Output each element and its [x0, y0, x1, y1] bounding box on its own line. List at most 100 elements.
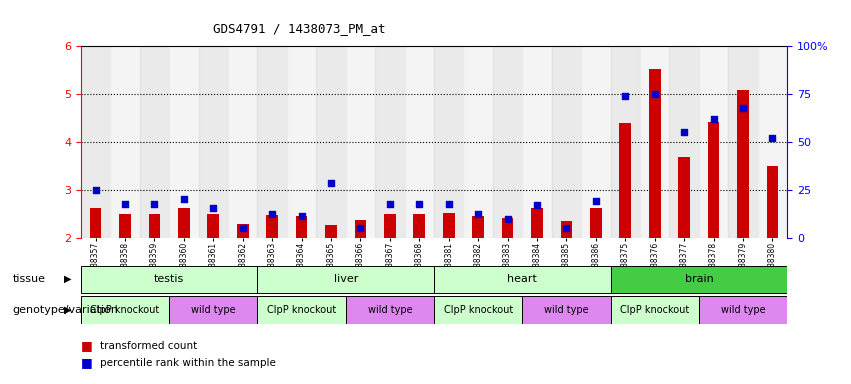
Bar	[140, 46, 169, 238]
Bar	[502, 218, 513, 238]
Bar	[355, 220, 366, 238]
Point	[383, 200, 397, 207]
Point	[471, 211, 485, 217]
Bar	[728, 46, 757, 238]
Text: ▶: ▶	[64, 305, 71, 315]
Bar	[149, 214, 160, 238]
Bar	[648, 69, 660, 238]
Bar	[178, 208, 190, 238]
Text: ClpP knockout: ClpP knockout	[90, 305, 160, 315]
Bar	[295, 217, 307, 238]
Text: wild type: wild type	[368, 305, 412, 315]
Bar	[346, 46, 375, 238]
Bar	[670, 46, 699, 238]
Point	[589, 197, 603, 204]
Bar	[610, 266, 787, 293]
Point	[354, 225, 368, 232]
Bar	[523, 46, 551, 238]
Text: GDS4791 / 1438073_PM_at: GDS4791 / 1438073_PM_at	[213, 22, 386, 35]
Point	[442, 200, 455, 207]
Text: transformed count: transformed count	[100, 341, 197, 351]
Point	[177, 196, 191, 202]
Bar	[590, 208, 602, 238]
Point	[736, 104, 750, 111]
Text: ClpP knockout: ClpP knockout	[620, 305, 689, 315]
Bar	[257, 266, 434, 293]
Point	[500, 216, 514, 222]
Bar	[237, 223, 248, 238]
Point	[147, 200, 161, 207]
Bar	[404, 46, 434, 238]
Point	[294, 214, 308, 220]
Point	[707, 116, 721, 122]
Point	[648, 91, 661, 97]
Bar	[434, 266, 610, 293]
Text: ■: ■	[81, 339, 93, 352]
Bar	[257, 46, 287, 238]
Point	[619, 93, 632, 99]
Bar	[737, 90, 749, 238]
Point	[324, 180, 338, 186]
Bar	[228, 46, 257, 238]
Bar	[561, 221, 573, 238]
Bar	[81, 46, 111, 238]
Bar	[434, 296, 523, 324]
Text: percentile rank within the sample: percentile rank within the sample	[100, 358, 276, 368]
Bar	[81, 296, 169, 324]
Point	[413, 200, 426, 207]
Bar	[523, 296, 610, 324]
Text: tissue: tissue	[13, 274, 46, 284]
Bar	[325, 225, 337, 238]
Text: heart: heart	[507, 274, 537, 285]
Point	[766, 135, 780, 141]
Bar	[610, 296, 699, 324]
Bar	[208, 214, 220, 238]
Bar	[111, 46, 140, 238]
Bar	[464, 46, 493, 238]
Bar	[384, 214, 396, 238]
Point	[207, 205, 220, 211]
Bar	[414, 214, 426, 238]
Bar	[640, 46, 670, 238]
Bar	[699, 296, 787, 324]
Bar	[346, 296, 434, 324]
Bar	[266, 215, 278, 238]
Bar	[287, 46, 317, 238]
Bar	[493, 46, 523, 238]
Bar	[708, 122, 719, 238]
Text: wild type: wild type	[544, 305, 589, 315]
Bar	[581, 46, 611, 238]
Bar	[531, 208, 543, 238]
Text: liver: liver	[334, 274, 358, 285]
Bar	[472, 217, 484, 238]
Point	[677, 129, 691, 136]
Bar	[317, 46, 346, 238]
Bar	[767, 166, 779, 238]
Point	[89, 187, 102, 193]
Point	[118, 201, 132, 207]
Bar	[678, 157, 690, 238]
Point	[560, 225, 574, 232]
Text: ClpP knockout: ClpP knockout	[267, 305, 336, 315]
Text: wild type: wild type	[721, 305, 765, 315]
Point	[266, 211, 279, 217]
Bar	[551, 46, 581, 238]
Text: ■: ■	[81, 356, 93, 369]
Bar	[257, 296, 346, 324]
Text: brain: brain	[684, 274, 713, 285]
Bar	[169, 296, 257, 324]
Text: wild type: wild type	[191, 305, 236, 315]
Text: testis: testis	[154, 274, 185, 285]
Bar	[89, 208, 101, 238]
Point	[530, 202, 544, 209]
Bar	[757, 46, 787, 238]
Bar	[699, 46, 728, 238]
Bar	[169, 46, 198, 238]
Bar	[119, 214, 131, 238]
Point	[236, 225, 249, 232]
Bar	[434, 46, 464, 238]
Text: ClpP knockout: ClpP knockout	[443, 305, 513, 315]
Text: ▶: ▶	[64, 274, 71, 284]
Text: genotype/variation: genotype/variation	[13, 305, 119, 315]
Bar	[81, 266, 257, 293]
